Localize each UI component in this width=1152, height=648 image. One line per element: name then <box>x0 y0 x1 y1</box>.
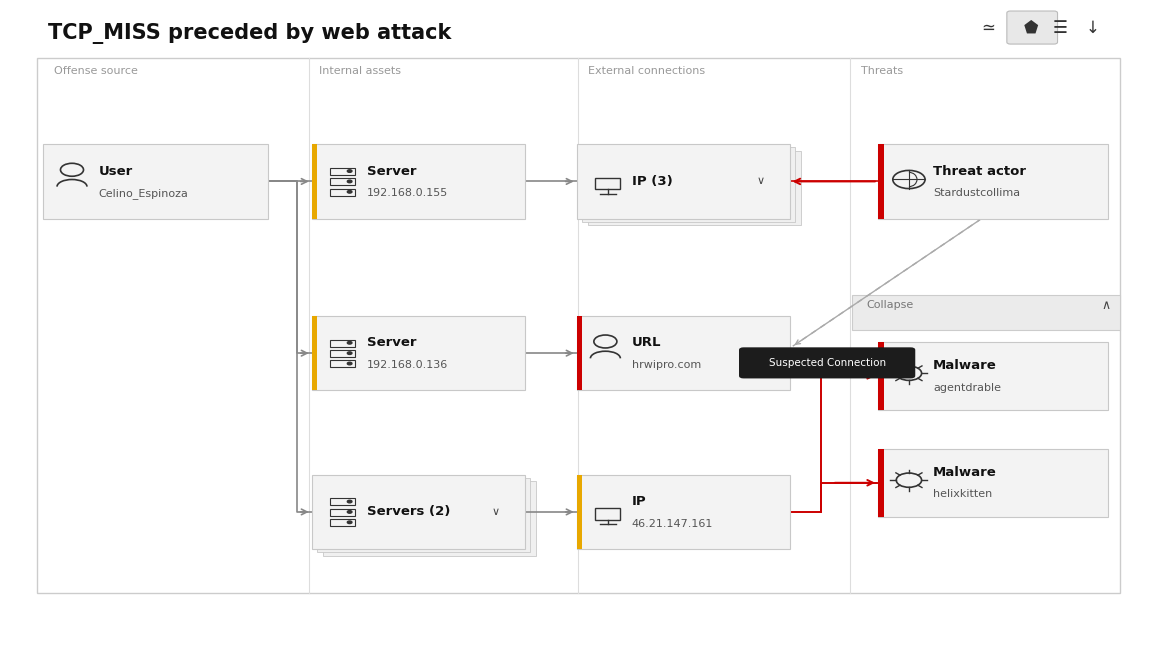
FancyBboxPatch shape <box>576 316 790 390</box>
FancyBboxPatch shape <box>323 481 536 556</box>
Circle shape <box>347 352 351 354</box>
Text: hrwipro.com: hrwipro.com <box>631 360 702 370</box>
Text: IP: IP <box>631 495 646 508</box>
FancyBboxPatch shape <box>44 145 267 219</box>
Bar <box>329 509 356 516</box>
Circle shape <box>347 521 351 524</box>
Circle shape <box>347 170 351 172</box>
Text: helixkitten: helixkitten <box>933 489 992 500</box>
Bar <box>311 316 317 390</box>
Bar <box>329 498 356 505</box>
Text: Threats: Threats <box>861 66 903 76</box>
Text: Stardustcollima: Stardustcollima <box>933 188 1021 198</box>
FancyBboxPatch shape <box>1007 11 1058 44</box>
Circle shape <box>347 180 351 183</box>
Bar <box>878 448 884 517</box>
Bar <box>594 178 620 189</box>
FancyBboxPatch shape <box>738 347 915 378</box>
Text: 46.21.147.161: 46.21.147.161 <box>631 518 713 529</box>
Text: ∨: ∨ <box>757 176 765 187</box>
Bar <box>311 145 317 219</box>
FancyBboxPatch shape <box>878 342 1108 410</box>
Text: Suspected Connection: Suspected Connection <box>768 358 886 368</box>
FancyBboxPatch shape <box>878 145 1108 219</box>
FancyBboxPatch shape <box>311 474 524 550</box>
Bar <box>594 508 620 520</box>
Bar <box>878 342 884 410</box>
Circle shape <box>347 191 351 193</box>
FancyBboxPatch shape <box>878 448 1108 517</box>
FancyBboxPatch shape <box>588 151 802 226</box>
Text: TCP_MISS preceded by web attack: TCP_MISS preceded by web attack <box>48 23 452 43</box>
Bar <box>576 474 582 550</box>
Text: ∨: ∨ <box>492 507 500 517</box>
Text: 192.168.0.136: 192.168.0.136 <box>366 360 448 370</box>
Bar <box>329 340 356 347</box>
Text: ⬟: ⬟ <box>1024 19 1038 37</box>
FancyBboxPatch shape <box>311 145 524 219</box>
Text: IP (3): IP (3) <box>631 175 673 188</box>
Text: ∧: ∧ <box>1101 299 1111 312</box>
Circle shape <box>347 362 351 365</box>
Text: agentdrable: agentdrable <box>933 382 1001 393</box>
Text: Malware: Malware <box>933 359 996 372</box>
Text: ☰: ☰ <box>1053 19 1067 37</box>
Text: Internal assets: Internal assets <box>319 66 401 76</box>
Text: URL: URL <box>631 336 661 349</box>
Bar <box>329 360 356 367</box>
FancyBboxPatch shape <box>576 145 790 219</box>
Text: Collapse: Collapse <box>866 300 914 310</box>
Bar <box>329 519 356 526</box>
Text: Celino_Espinoza: Celino_Espinoza <box>99 188 189 198</box>
FancyBboxPatch shape <box>576 474 790 550</box>
Text: 192.168.0.155: 192.168.0.155 <box>366 188 448 198</box>
Text: ≃: ≃ <box>982 19 995 37</box>
Circle shape <box>347 341 351 344</box>
FancyBboxPatch shape <box>317 478 530 552</box>
Text: Threat actor: Threat actor <box>933 165 1026 178</box>
Bar <box>329 168 356 175</box>
Circle shape <box>347 511 351 513</box>
Text: ↓: ↓ <box>1085 19 1099 37</box>
Text: Malware: Malware <box>933 466 996 479</box>
FancyBboxPatch shape <box>582 148 795 222</box>
Text: Server: Server <box>366 336 416 349</box>
Bar <box>329 350 356 357</box>
FancyBboxPatch shape <box>852 295 1120 330</box>
Bar <box>329 189 356 196</box>
Text: Servers (2): Servers (2) <box>366 505 450 518</box>
Bar <box>878 145 884 219</box>
Text: Server: Server <box>366 165 416 178</box>
FancyBboxPatch shape <box>311 316 524 390</box>
Text: External connections: External connections <box>588 66 705 76</box>
Bar <box>329 178 356 185</box>
Circle shape <box>347 500 351 503</box>
Bar <box>576 316 582 390</box>
FancyBboxPatch shape <box>37 58 1120 593</box>
Text: Offense source: Offense source <box>54 66 138 76</box>
Text: User: User <box>99 165 132 178</box>
